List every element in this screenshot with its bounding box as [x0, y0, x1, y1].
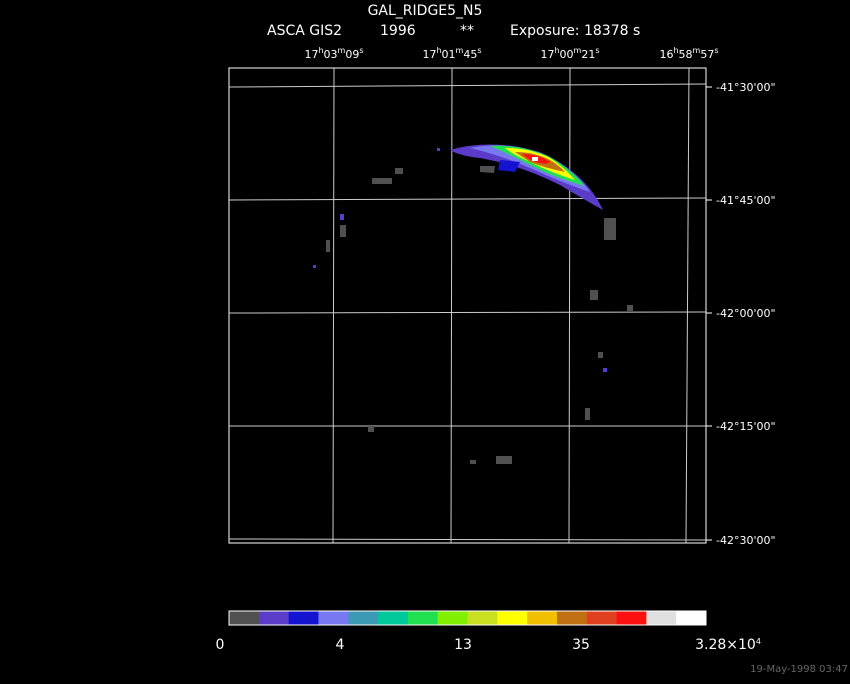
label-part: 0	[216, 637, 225, 653]
colorbar-cell	[556, 611, 588, 625]
superscript: m	[574, 46, 582, 55]
label-part: 17	[304, 48, 318, 61]
colorbar-cell	[348, 611, 379, 625]
label-part: 21	[581, 48, 595, 61]
colorbar-cell	[318, 611, 349, 625]
superscript: s	[714, 46, 718, 55]
colorbar-frame	[228, 610, 707, 626]
superscript: s	[595, 46, 599, 55]
label-part: 16	[659, 48, 673, 61]
colorbar-cell	[586, 611, 618, 625]
ra-label: 17h01m45s	[422, 46, 481, 61]
superscript: h	[436, 46, 441, 55]
dec-label: -42°00'00"	[716, 307, 776, 320]
grid	[228, 67, 707, 544]
label-part: 58	[679, 48, 693, 61]
label-part: 13	[454, 637, 472, 653]
superscript: m	[456, 46, 464, 55]
colorbar-cell	[616, 611, 647, 625]
colorbar-cell	[467, 611, 498, 625]
colorbar-label: 3.28×104	[695, 637, 761, 653]
title: GAL_RIDGE5_N5	[368, 3, 483, 19]
superscript: m	[338, 46, 346, 55]
label-part: 17	[540, 48, 554, 61]
dec-label: -42°15'00"	[716, 420, 776, 433]
superscript: h	[554, 46, 559, 55]
dec-label: -41°45'00"	[716, 194, 776, 207]
colorbar-cell	[676, 611, 707, 625]
label-part: 01	[442, 48, 456, 61]
emission	[313, 144, 633, 464]
exposure: Exposure: 18378 s	[510, 23, 640, 39]
dec-label: -41°30'00"	[716, 81, 776, 94]
year: 1996	[380, 23, 416, 39]
ra-label: 17h03m09s	[304, 46, 363, 61]
ra-label: 17h00m21s	[540, 46, 599, 61]
colorbar-label: 0	[216, 637, 225, 653]
label-part: 09	[345, 48, 359, 61]
dec-label: -42°30'00"	[716, 534, 776, 547]
label-part: 3.28×10	[695, 637, 756, 653]
instrument: ASCA GIS2	[267, 23, 342, 39]
label-part: 03	[324, 48, 338, 61]
superscript: s	[359, 46, 363, 55]
label-part: 4	[336, 637, 345, 653]
colorbar-label: 13	[454, 637, 472, 653]
colorbar-cell	[229, 611, 260, 625]
colorbar-cell	[407, 611, 439, 625]
superscript: s	[477, 46, 481, 55]
colorbar-cell	[437, 611, 468, 625]
colorbar-label: 35	[572, 637, 590, 653]
superscript: h	[673, 46, 678, 55]
label-part: 45	[463, 48, 477, 61]
image	[228, 67, 707, 544]
colorbar-cell	[288, 611, 319, 625]
label-part: 35	[572, 637, 590, 653]
timestamp: 19-May-1998 03:47	[750, 664, 848, 675]
label-part: 17	[422, 48, 436, 61]
marker: **	[460, 23, 474, 39]
ra-label: 16h58m57s	[659, 46, 718, 61]
label-part: 00	[560, 48, 574, 61]
colorbar-cell	[378, 611, 409, 625]
frame	[228, 67, 707, 544]
superscript: m	[693, 46, 701, 55]
superscript: h	[318, 46, 323, 55]
colorbar-cell	[527, 611, 558, 625]
colorbar-label: 4	[336, 637, 345, 653]
colorbar-cell	[258, 611, 290, 625]
label-part: 57	[700, 48, 714, 61]
colorbar-cell	[497, 611, 528, 625]
colorbar-cell	[646, 611, 677, 625]
superscript: 4	[756, 637, 761, 646]
